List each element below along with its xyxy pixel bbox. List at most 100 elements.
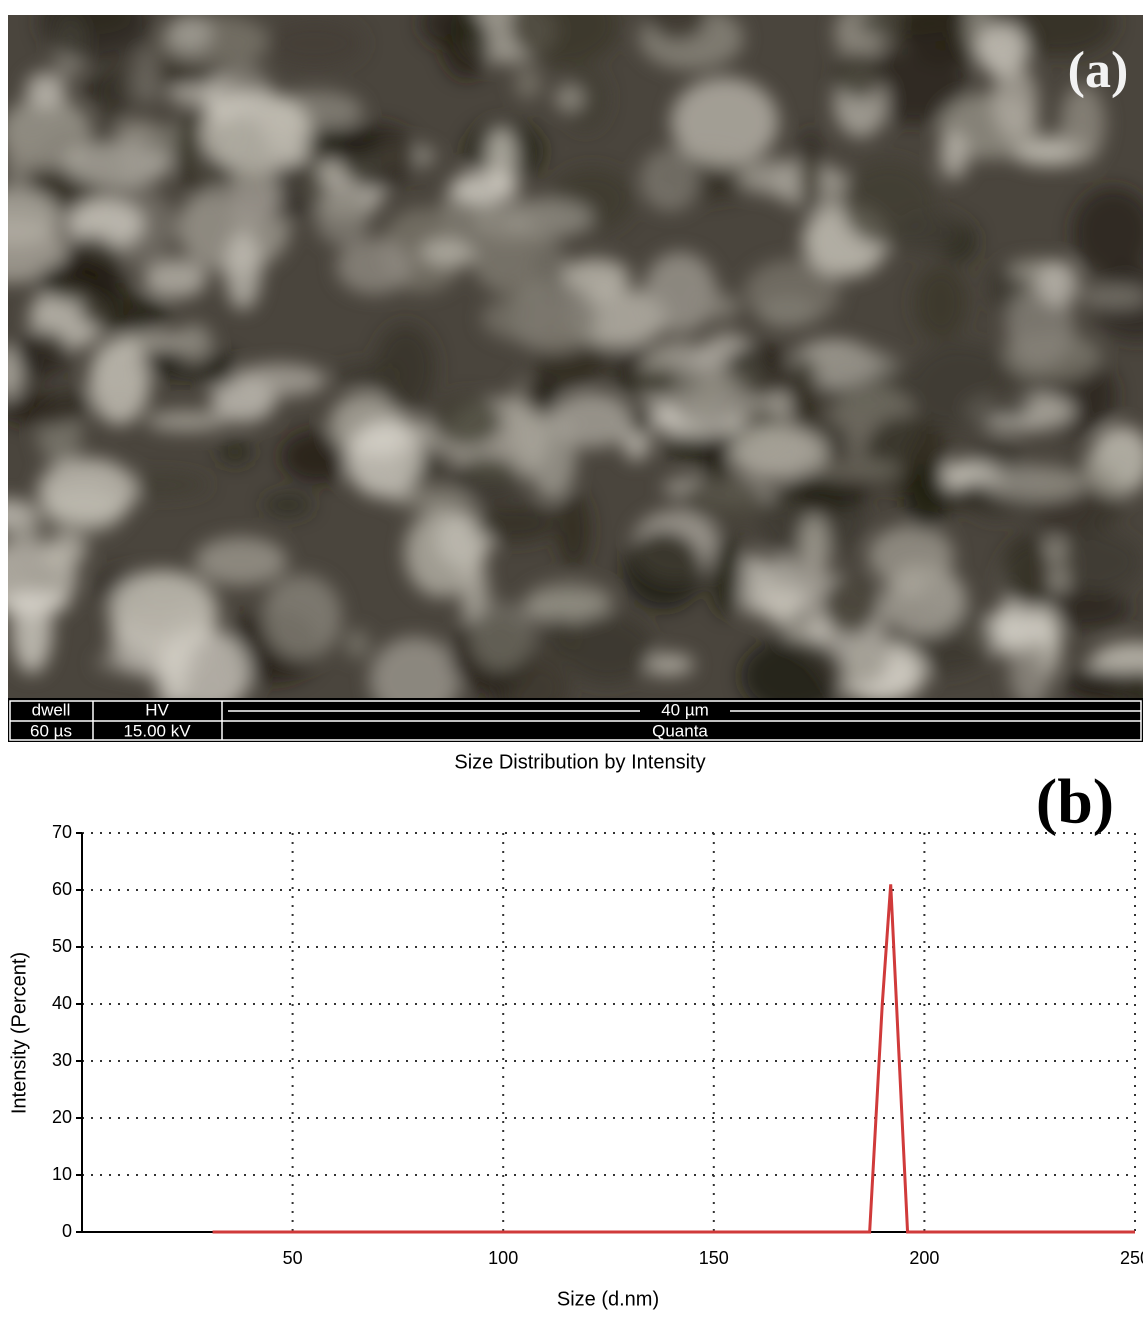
sem-blob [681, 478, 766, 522]
x-tick-label: 50 [283, 1248, 303, 1268]
sem-blob [868, 526, 954, 587]
sem-blob [993, 599, 1046, 648]
sem-blob [939, 132, 968, 180]
sem-blob [671, 77, 779, 167]
y-tick-label: 0 [62, 1221, 72, 1241]
sem-blob [15, 329, 71, 376]
sem-blob [841, 161, 937, 247]
sem-blob [430, 395, 502, 448]
sem-blob [176, 324, 213, 362]
sem-blob [474, 504, 556, 542]
x-tick-label: 200 [909, 1248, 939, 1268]
sem-blob [669, 366, 750, 428]
chart-annotation: (b) [1036, 766, 1114, 837]
y-tick-label: 60 [52, 879, 72, 899]
sem-blob [982, 466, 1087, 502]
sem-blob [739, 553, 769, 616]
sem-blob [36, 261, 122, 303]
sem-blob [1037, 261, 1079, 306]
sem-blob [992, 64, 1037, 140]
sem-blob [640, 148, 700, 211]
info-value: 60 µs [30, 721, 72, 740]
y-axis-label: Intensity (Percent) [8, 952, 30, 1114]
sem-blob [420, 238, 480, 267]
sem-blob [469, 601, 534, 671]
page: (a) dwell 60 µs HV 15.00 kV 40 µm Quanta… [0, 0, 1143, 1319]
sem-blob [218, 440, 253, 464]
sem-blob [822, 576, 880, 634]
scale-label: 40 µm [661, 700, 709, 719]
sem-blob [336, 238, 412, 294]
sem-blob [451, 456, 520, 498]
sem-blob [226, 166, 281, 224]
sem-blob [201, 90, 311, 173]
sem-blob [450, 171, 519, 206]
y-tick-label: 70 [52, 822, 72, 842]
y-tick-label: 50 [52, 936, 72, 956]
info-label: dwell [32, 700, 71, 719]
sem-blob [514, 67, 542, 100]
sem-blob [334, 364, 399, 386]
y-tick-label: 30 [52, 1050, 72, 1070]
sem-blob [405, 509, 480, 598]
sem-blob [45, 534, 87, 567]
instrument: Quanta [652, 721, 708, 740]
x-tick-label: 100 [488, 1248, 518, 1268]
sem-blob [643, 252, 717, 334]
sem-blob [1, 591, 70, 615]
sem-blob [100, 64, 127, 124]
sem-blob [799, 128, 823, 216]
sem-blob [132, 48, 161, 104]
sem-blob [814, 460, 903, 480]
sem-blob [737, 159, 840, 195]
y-tick-label: 10 [52, 1164, 72, 1184]
panel-label: (a) [1068, 42, 1129, 99]
x-tick-label: 250 [1120, 1248, 1143, 1268]
sem-blob [26, 72, 66, 108]
info-value: 15.00 kV [123, 721, 191, 740]
info-label: HV [145, 700, 169, 719]
sem-blob [562, 614, 653, 684]
sem-blob [89, 339, 150, 425]
sem-blob [345, 629, 369, 658]
sem-blob [528, 412, 576, 500]
sem-blob [233, 364, 327, 397]
sem-blob [472, 230, 566, 296]
y-tick-label: 40 [52, 993, 72, 1013]
sem-blob [225, 230, 262, 310]
sem-blob [37, 458, 137, 525]
data-line [213, 884, 1135, 1232]
sem-blob [554, 85, 584, 111]
sem-blob [262, 574, 341, 659]
chart-title: Size Distribution by Intensity [454, 751, 705, 773]
sem-blob [904, 463, 949, 531]
sem-blob [264, 493, 313, 516]
sem-blob [346, 421, 423, 498]
sem-blob [1059, 532, 1143, 592]
sem-blob [788, 355, 819, 434]
sem-blob [167, 15, 212, 52]
sem-blob [698, 293, 739, 321]
sem-blob [146, 410, 227, 431]
sem-blob [623, 530, 703, 610]
x-tick-label: 150 [699, 1248, 729, 1268]
sem-blob [1003, 536, 1053, 607]
sem-blob [10, 509, 41, 572]
sem-blob [629, 406, 654, 435]
sem-blob [63, 142, 172, 187]
sem-blob [4, 137, 32, 188]
sem-blob [729, 426, 827, 479]
sem-blob [202, 366, 235, 388]
sem-blob [143, 259, 207, 298]
sem-blob [266, 19, 364, 69]
sem-blob [834, 51, 884, 99]
y-tick-label: 20 [52, 1107, 72, 1127]
sem-blob [115, 120, 160, 143]
sem-blob [557, 491, 591, 568]
sem-blob [481, 293, 592, 343]
figure: (a) dwell 60 µs HV 15.00 kV 40 µm Quanta… [0, 0, 1143, 1314]
sem-blob [195, 537, 288, 586]
sem-blob [498, 198, 594, 237]
sem-blob [710, 534, 743, 616]
sem-blob [907, 342, 1016, 430]
